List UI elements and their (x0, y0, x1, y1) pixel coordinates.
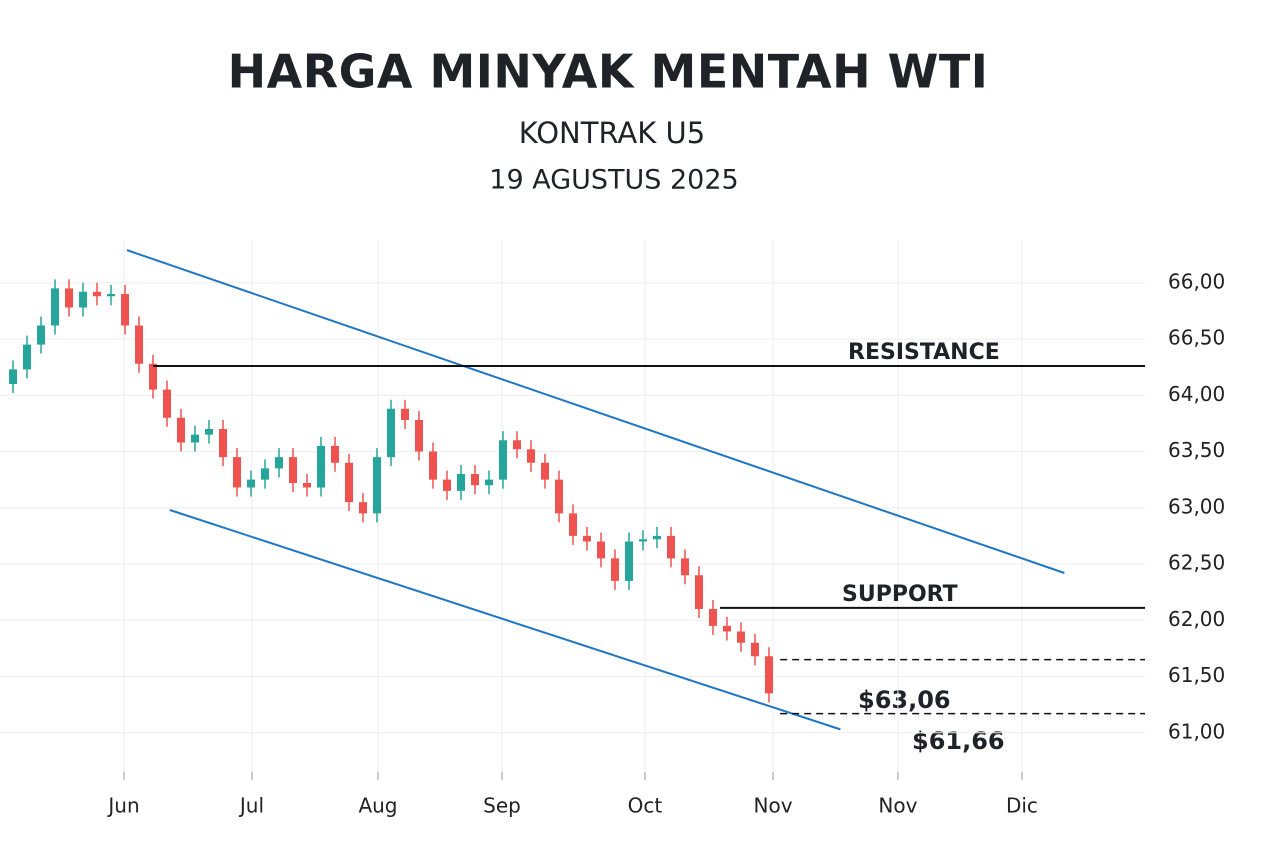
candle-body (414, 420, 423, 452)
candle-body (666, 535, 675, 559)
y-tick-label: 62,00 (1168, 607, 1225, 631)
x-tick-label: Dic (1006, 794, 1038, 818)
candle-body (51, 288, 60, 326)
candle-body (331, 445, 340, 463)
x-tick-label: Nov (754, 794, 793, 818)
candle-body (191, 434, 200, 443)
candle-body (428, 451, 437, 480)
x-tick-label: Nov (878, 794, 917, 818)
candle-body (722, 625, 731, 632)
y-tick-label: 66,50 (1168, 326, 1225, 350)
candle-body (23, 344, 32, 370)
candle-body (708, 609, 717, 626)
candle-body (512, 440, 521, 450)
candle-body (65, 288, 74, 308)
chart-subtitle: KONTRAK U5 (519, 116, 705, 150)
candle-body (261, 468, 270, 480)
candle-body (205, 429, 214, 435)
candle-body (470, 474, 479, 486)
candle-body (303, 483, 312, 488)
candle-body (624, 541, 633, 581)
chart-date: 19 AGUSTUS 2025 (489, 165, 738, 196)
candle-body (498, 440, 507, 480)
candle-body (359, 502, 368, 514)
candle-body (149, 363, 158, 390)
level-label: RESISTANCE (848, 340, 1000, 365)
candle-body (484, 479, 493, 486)
y-tick-label: 63,00 (1168, 494, 1225, 518)
y-tick-label: 62,50 (1168, 551, 1225, 575)
candle-body (568, 513, 577, 536)
candle-body (93, 291, 102, 297)
candle-body (107, 294, 116, 297)
candle-body (135, 325, 144, 364)
candle-body (638, 539, 647, 542)
candle-body (610, 558, 619, 581)
candle-body (582, 535, 591, 542)
candle-body (163, 389, 172, 418)
y-tick-label: 61,50 (1168, 663, 1225, 687)
candle-body (275, 457, 284, 469)
y-tick-label: 63,50 (1168, 438, 1225, 462)
candle-body (554, 479, 563, 514)
candle-body (233, 457, 242, 488)
price-label: $61,66 (912, 727, 1005, 755)
candle-body (345, 462, 354, 503)
x-tick-label: Jul (238, 794, 264, 818)
candle-body (386, 408, 395, 458)
x-tick-label: Sep (483, 794, 521, 818)
x-tick-label: Aug (358, 794, 397, 818)
candle-body (442, 479, 451, 491)
candle-body (79, 291, 88, 308)
candle-body (694, 575, 703, 609)
candle-body (37, 325, 46, 345)
price-label: $63,06 (858, 686, 951, 714)
level-label: SUPPORT (842, 582, 958, 607)
candle-body (289, 457, 298, 483)
candle-body (177, 417, 186, 443)
chart-title: HARGA MINYAK MENTAH WTI (228, 45, 989, 99)
trendline (169, 509, 841, 731)
candle-body (317, 445, 326, 488)
candle-body (736, 631, 745, 643)
y-tick-label: 61,00 (1168, 719, 1225, 743)
candle-body (596, 541, 605, 559)
candle-body (121, 294, 130, 326)
trendline (126, 249, 1065, 574)
x-tick-label: Jun (106, 794, 139, 818)
candle-body (540, 462, 549, 480)
candle-body (680, 558, 689, 576)
candle-body (373, 457, 382, 514)
candle-body (400, 408, 409, 420)
candle-body (219, 429, 228, 458)
y-tick-label: 66,00 (1168, 269, 1225, 293)
candle-body (9, 369, 18, 384)
y-tick-label: 64,00 (1168, 382, 1225, 406)
candle-body (526, 449, 535, 463)
candle-body (652, 535, 661, 540)
x-tick-label: Oct (628, 794, 663, 818)
candle-body (456, 474, 465, 491)
candle-body (247, 479, 256, 488)
candle-body (750, 642, 759, 657)
candle-body (764, 656, 773, 694)
